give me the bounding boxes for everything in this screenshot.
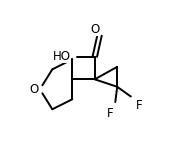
Text: F: F [136, 99, 143, 112]
Text: O: O [29, 83, 39, 96]
Text: O: O [90, 23, 99, 36]
Text: F: F [106, 107, 113, 120]
Text: HO: HO [53, 50, 71, 63]
